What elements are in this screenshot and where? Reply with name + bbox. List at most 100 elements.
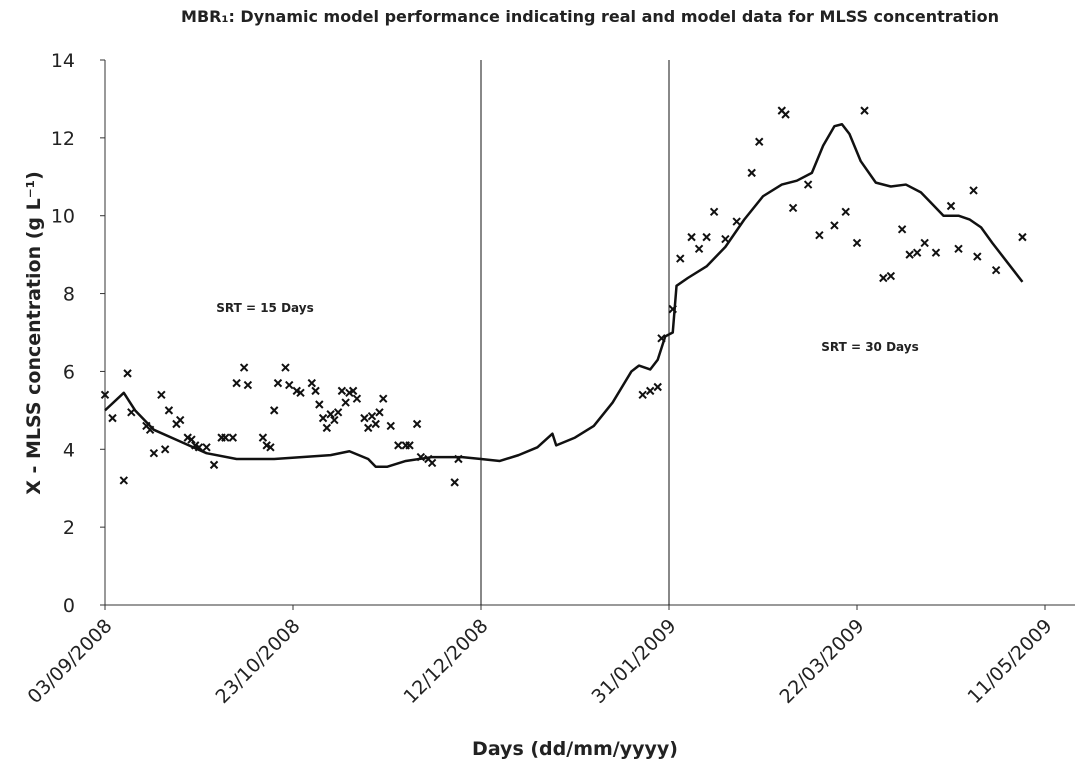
marker-stroke	[318, 413, 328, 423]
marker-stroke	[269, 406, 279, 415]
marker-stroke	[183, 433, 192, 442]
data-point	[954, 244, 963, 254]
data-point	[653, 382, 662, 392]
data-point	[281, 363, 290, 372]
marker-stroke	[363, 423, 373, 433]
data-point	[860, 106, 869, 115]
data-point	[450, 478, 459, 487]
data-point	[702, 232, 711, 242]
x-tick-label: 11/05/2009	[964, 615, 1057, 708]
marker-stroke	[262, 441, 271, 450]
marker-stroke	[450, 478, 459, 487]
marker-stroke	[657, 334, 666, 343]
x-tick-label: 03/09/2008	[24, 615, 117, 708]
marker-stroke	[187, 435, 196, 444]
data-point	[852, 238, 862, 248]
data-point	[788, 203, 798, 213]
marker-stroke	[732, 217, 741, 226]
data-point	[175, 415, 185, 425]
data-point	[905, 250, 914, 259]
marker-stroke	[702, 232, 711, 242]
data-point	[386, 421, 395, 431]
marker-stroke	[100, 390, 110, 399]
marker-stroke	[232, 378, 241, 388]
data-point	[946, 201, 956, 211]
marker-stroke	[239, 363, 249, 372]
data-point	[322, 423, 332, 433]
y-tick-label: 10	[51, 206, 75, 228]
data-point	[427, 458, 437, 468]
data-point	[1018, 232, 1027, 242]
marker-stroke	[221, 433, 230, 442]
data-point	[221, 433, 230, 442]
marker-stroke	[427, 458, 437, 468]
marker-stroke	[375, 408, 384, 417]
marker-stroke	[341, 398, 350, 407]
data-point	[273, 378, 283, 388]
marker-stroke	[897, 225, 907, 234]
data-point	[803, 180, 813, 189]
marker-stroke	[755, 137, 764, 146]
marker-stroke	[273, 378, 283, 388]
data-point	[352, 394, 362, 403]
marker-stroke	[973, 252, 982, 261]
data-point	[160, 445, 170, 454]
marker-stroke	[296, 388, 305, 398]
chart-title: MBR₁: Dynamic model performance indicati…	[181, 7, 999, 26]
data-point	[307, 378, 317, 388]
x-tick-label: 22/03/2009	[776, 615, 869, 708]
marker-stroke	[228, 433, 238, 442]
marker-stroke	[326, 410, 335, 419]
marker-stroke	[266, 443, 275, 452]
data-point	[747, 168, 756, 178]
marker-stroke	[330, 415, 339, 425]
x-tick-label: 31/01/2009	[588, 615, 681, 708]
data-point	[311, 386, 320, 396]
data-point	[969, 186, 978, 195]
marker-stroke	[379, 394, 388, 403]
data-point	[100, 390, 110, 399]
data-point	[973, 252, 982, 261]
data-point	[348, 386, 358, 396]
marker-stroke	[386, 421, 395, 431]
marker-stroke	[946, 201, 956, 211]
marker-stroke	[258, 433, 268, 442]
data-point	[363, 423, 373, 433]
marker-stroke	[676, 254, 685, 263]
data-point	[645, 386, 655, 396]
marker-stroke	[803, 180, 813, 189]
marker-stroke	[285, 380, 294, 390]
marker-stroke	[394, 441, 403, 450]
marker-stroke	[747, 168, 756, 178]
marker-stroke	[360, 413, 369, 423]
data-point	[243, 380, 253, 390]
y-tick-label: 0	[63, 595, 75, 617]
marker-stroke	[311, 386, 320, 396]
marker-stroke	[777, 106, 787, 115]
data-point	[931, 248, 941, 257]
marker-stroke	[841, 207, 850, 217]
marker-stroke	[307, 378, 317, 388]
data-point	[897, 225, 907, 234]
data-point	[815, 230, 824, 240]
y-tick-label: 4	[63, 439, 75, 461]
data-point	[371, 419, 380, 429]
marker-stroke	[164, 406, 174, 415]
data-point	[209, 460, 219, 470]
marker-stroke	[860, 106, 869, 115]
marker-stroke	[333, 408, 343, 417]
data-point	[886, 271, 896, 281]
marker-stroke	[886, 271, 896, 281]
data-point	[920, 238, 929, 248]
x-tick-label: 12/12/2008	[400, 615, 493, 708]
data-point	[394, 441, 403, 450]
data-point	[202, 443, 211, 452]
marker-stroke	[209, 460, 219, 470]
marker-stroke	[912, 248, 922, 257]
data-point	[258, 433, 268, 442]
marker-stroke	[322, 423, 332, 433]
data-point	[318, 413, 328, 423]
marker-stroke	[315, 400, 324, 409]
data-point	[991, 266, 1001, 275]
